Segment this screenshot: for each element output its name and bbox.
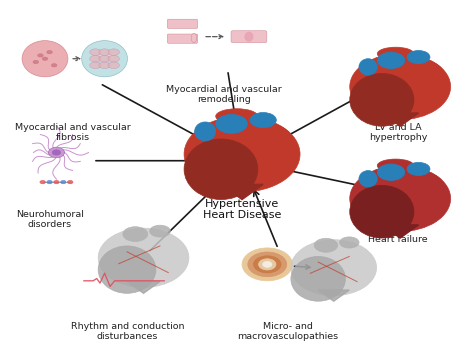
- Ellipse shape: [291, 256, 346, 301]
- Ellipse shape: [54, 181, 59, 184]
- Ellipse shape: [254, 256, 281, 273]
- Ellipse shape: [350, 166, 451, 231]
- Polygon shape: [127, 282, 160, 293]
- FancyBboxPatch shape: [167, 34, 198, 43]
- Ellipse shape: [99, 49, 110, 55]
- Ellipse shape: [61, 181, 66, 184]
- Ellipse shape: [90, 49, 101, 55]
- Ellipse shape: [314, 238, 337, 252]
- Ellipse shape: [242, 124, 295, 169]
- Ellipse shape: [263, 261, 272, 267]
- Ellipse shape: [123, 227, 147, 242]
- Ellipse shape: [216, 115, 247, 133]
- Ellipse shape: [248, 252, 287, 277]
- Ellipse shape: [108, 49, 119, 55]
- Ellipse shape: [216, 109, 258, 124]
- Text: Rhythm and conduction
disturbances: Rhythm and conduction disturbances: [71, 322, 184, 342]
- Ellipse shape: [350, 54, 451, 120]
- Polygon shape: [221, 184, 263, 200]
- Ellipse shape: [37, 54, 43, 57]
- Ellipse shape: [184, 116, 300, 192]
- Ellipse shape: [245, 32, 253, 41]
- Ellipse shape: [33, 60, 38, 64]
- Ellipse shape: [377, 52, 405, 69]
- Ellipse shape: [51, 64, 57, 67]
- Ellipse shape: [400, 172, 446, 212]
- Ellipse shape: [350, 185, 414, 238]
- Ellipse shape: [98, 228, 189, 288]
- Text: Neurohumoral
disorders: Neurohumoral disorders: [16, 210, 83, 229]
- Ellipse shape: [108, 55, 119, 62]
- Ellipse shape: [350, 73, 414, 126]
- Polygon shape: [382, 113, 419, 126]
- Ellipse shape: [22, 40, 68, 77]
- Ellipse shape: [195, 122, 216, 141]
- Ellipse shape: [339, 237, 359, 248]
- Ellipse shape: [99, 55, 110, 62]
- FancyBboxPatch shape: [231, 31, 267, 43]
- Ellipse shape: [291, 240, 376, 295]
- Ellipse shape: [90, 62, 101, 69]
- Ellipse shape: [377, 164, 405, 181]
- Ellipse shape: [90, 55, 101, 62]
- Ellipse shape: [377, 47, 414, 60]
- Ellipse shape: [108, 62, 119, 69]
- Text: Micro- and
macrovasculopathies: Micro- and macrovasculopathies: [237, 322, 338, 342]
- Ellipse shape: [250, 112, 276, 128]
- Ellipse shape: [82, 40, 128, 77]
- Ellipse shape: [40, 181, 46, 184]
- Ellipse shape: [191, 33, 197, 43]
- Text: Hypertensive
Heart Disease: Hypertensive Heart Disease: [203, 199, 281, 220]
- Ellipse shape: [47, 51, 52, 54]
- Ellipse shape: [99, 62, 110, 69]
- Text: Myocardial and vascular
remodeling: Myocardial and vascular remodeling: [166, 85, 282, 104]
- Ellipse shape: [67, 181, 73, 184]
- Ellipse shape: [47, 181, 52, 184]
- Ellipse shape: [407, 51, 430, 64]
- FancyBboxPatch shape: [167, 19, 198, 28]
- Ellipse shape: [359, 171, 377, 187]
- Ellipse shape: [258, 259, 276, 270]
- Ellipse shape: [150, 225, 170, 237]
- Ellipse shape: [98, 246, 156, 293]
- Ellipse shape: [377, 159, 414, 172]
- Text: Heart failure: Heart failure: [368, 235, 428, 244]
- Polygon shape: [382, 225, 419, 238]
- Text: Myocardial and vascular
fibrosis: Myocardial and vascular fibrosis: [15, 123, 130, 142]
- Ellipse shape: [42, 57, 48, 60]
- Text: LV and LA
hypertrophy: LV and LA hypertrophy: [369, 123, 427, 142]
- Ellipse shape: [242, 248, 292, 281]
- Polygon shape: [318, 290, 349, 301]
- Ellipse shape: [52, 150, 61, 155]
- Ellipse shape: [400, 60, 446, 100]
- Ellipse shape: [48, 147, 64, 158]
- Ellipse shape: [359, 59, 377, 75]
- Ellipse shape: [184, 139, 258, 200]
- Ellipse shape: [407, 162, 430, 175]
